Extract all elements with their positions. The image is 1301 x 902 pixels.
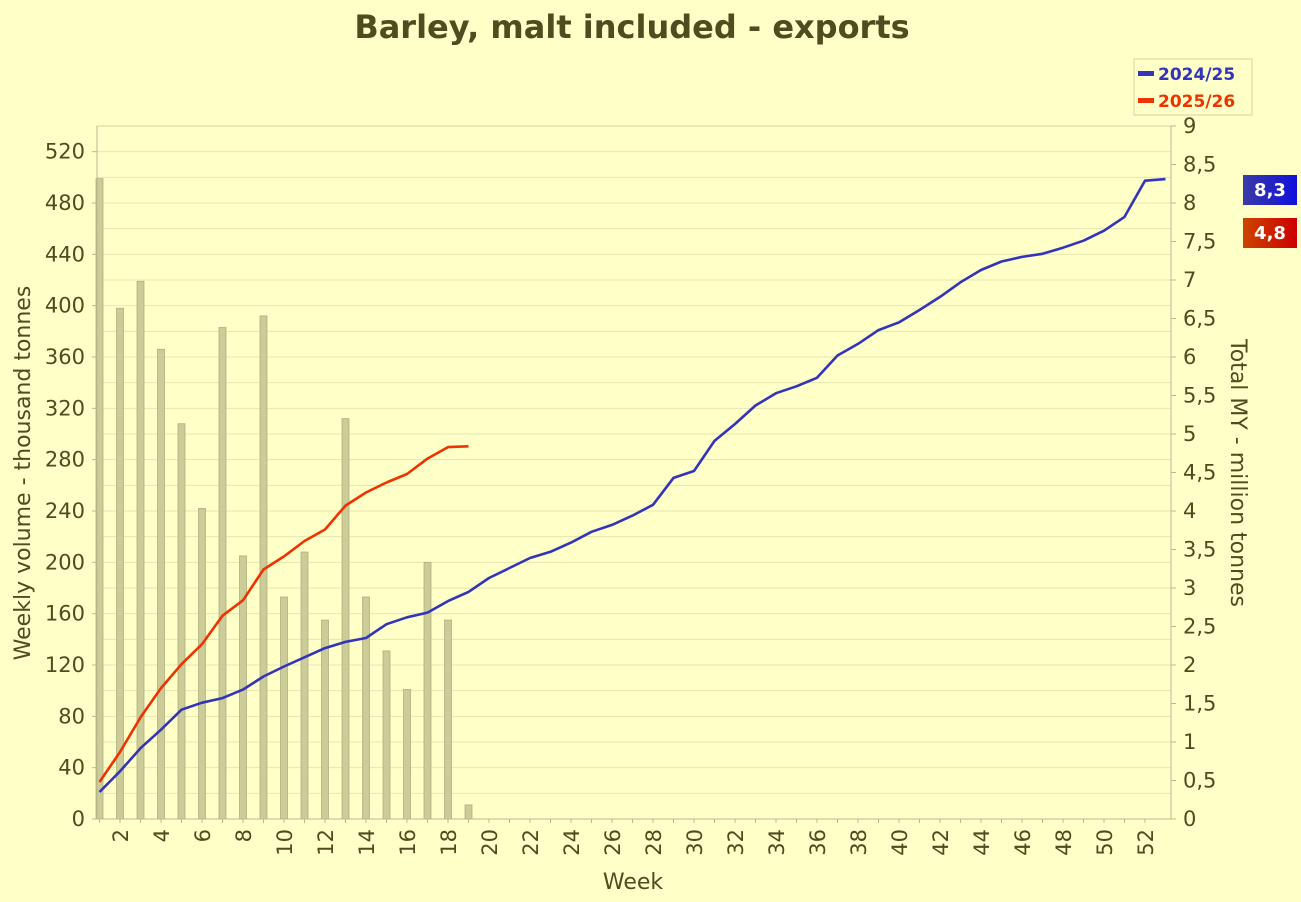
x-tick-label: 28 xyxy=(642,829,666,856)
y-right-tick-label: 9 xyxy=(1183,114,1196,138)
x-tick-label: 44 xyxy=(970,829,994,856)
y-left-tick-label: 0 xyxy=(72,807,85,831)
chart-background xyxy=(0,0,1262,902)
x-axis-label: Week xyxy=(603,870,664,895)
y-left-tick-label: 280 xyxy=(45,448,85,472)
y-right-tick-label: 1,5 xyxy=(1183,692,1216,716)
bar-week-5 xyxy=(177,423,186,820)
chart-title: Barley, malt included - exports xyxy=(354,8,909,46)
y-right-tick-label: 8 xyxy=(1183,191,1196,215)
y-right-tick-label: 4 xyxy=(1183,499,1196,523)
x-tick-label: 10 xyxy=(273,829,297,856)
legend-box xyxy=(1133,58,1253,116)
y-axis-right-label: Total MY - million tonnes xyxy=(1225,338,1250,607)
y-axis-left-label: Weekly volume - thousand tonnes xyxy=(11,286,36,661)
bar-week-4 xyxy=(157,348,165,820)
y-axis-right: 0 0,5 1 1,5 2 2,5 3 3,5 4 4,5 5 5,5 6 6,5 7 7,5 8 8,5 9 xyxy=(1170,114,1216,831)
line-series-2025-26 xyxy=(98,445,469,783)
bar-week-13 xyxy=(341,418,350,820)
end-badge-2024-25: 8,3 xyxy=(1243,175,1297,205)
x-tick-label: 8 xyxy=(232,829,256,842)
x-tick-label: 52 xyxy=(1134,829,1158,856)
bar-week-15 xyxy=(382,650,391,820)
bar-series xyxy=(95,178,473,820)
y-right-tick-label: 1 xyxy=(1183,730,1196,754)
x-tick-label: 26 xyxy=(601,829,625,856)
bar-week-3 xyxy=(136,280,145,820)
end-badge-2025-26: 4,8 xyxy=(1243,218,1297,248)
y-right-tick-label: 3 xyxy=(1183,576,1196,600)
y-left-tick-label: 520 xyxy=(45,140,85,164)
legend-swatch-2024-25 xyxy=(1138,71,1154,76)
bar-week-7 xyxy=(218,327,227,820)
legend: 2024/25 2025/26 xyxy=(1133,58,1253,116)
y-right-tick-label: 6 xyxy=(1183,345,1196,369)
y-right-tick-label: 5,5 xyxy=(1183,384,1216,408)
legend-label-2024-25: 2024/25 xyxy=(1158,65,1235,85)
x-tick-label: 30 xyxy=(683,829,707,856)
y-left-tick-label: 200 xyxy=(45,550,85,574)
x-tick-label: 14 xyxy=(355,829,379,856)
line-series-2024-25 xyxy=(98,177,1166,793)
y-left-tick-label: 440 xyxy=(45,242,85,266)
bar-week-19 xyxy=(464,804,473,820)
legend-swatch-2025-26 xyxy=(1138,98,1154,103)
x-tick-label: 32 xyxy=(724,829,748,856)
x-tick-label: 12 xyxy=(314,829,338,856)
x-tick-label: 50 xyxy=(1093,829,1117,856)
x-tick-label: 40 xyxy=(888,829,912,856)
bar-week-2 xyxy=(116,307,124,820)
bar-week-16 xyxy=(403,688,411,820)
x-tick-label: 24 xyxy=(560,829,584,856)
y-right-tick-label: 0,5 xyxy=(1183,769,1216,793)
x-tick-label: 34 xyxy=(765,829,789,856)
x-tick-label: 48 xyxy=(1052,829,1076,856)
x-tick-label: 6 xyxy=(191,829,215,842)
y-axis-left: 0 40 80 120 160 200 240 280 320 360 400 440 480 520 xyxy=(45,126,98,831)
legend-label-2025-26: 2025/26 xyxy=(1158,92,1235,112)
y-left-tick-label: 400 xyxy=(45,294,85,318)
y-right-tick-label: 6,5 xyxy=(1183,307,1216,331)
y-right-tick-label: 5 xyxy=(1183,422,1196,446)
x-tick-label: 4 xyxy=(150,829,174,842)
y-left-tick-label: 80 xyxy=(58,704,85,728)
bar-week-17 xyxy=(423,561,432,820)
y-right-tick-label: 2,5 xyxy=(1183,615,1216,639)
x-tick-label: 18 xyxy=(437,829,461,856)
gridlines xyxy=(97,125,1171,794)
y-right-tick-label: 7 xyxy=(1183,268,1196,292)
line-series xyxy=(98,177,1166,793)
y-left-tick-label: 480 xyxy=(45,191,85,215)
x-tick-label: 2 xyxy=(109,829,133,842)
y-right-tick-label: 0 xyxy=(1183,807,1196,831)
y-right-tick-label: 4,5 xyxy=(1183,461,1216,485)
bar-week-14 xyxy=(362,596,370,820)
y-left-tick-label: 40 xyxy=(58,756,85,780)
x-tick-label: 46 xyxy=(1011,829,1035,856)
x-tick-label: 36 xyxy=(806,829,830,856)
bar-week-18 xyxy=(444,619,452,820)
x-tick-label: 16 xyxy=(396,829,420,856)
y-left-tick-label: 240 xyxy=(45,499,85,523)
x-tick-label: 42 xyxy=(929,829,953,856)
y-left-tick-label: 360 xyxy=(45,345,85,369)
y-left-tick-label: 320 xyxy=(45,396,85,420)
bar-week-6 xyxy=(198,508,206,820)
y-right-tick-label: 2 xyxy=(1183,653,1196,677)
x-tick-label: 38 xyxy=(847,829,871,856)
x-tick-label: 20 xyxy=(478,829,502,856)
bar-week-10 xyxy=(280,596,288,820)
y-left-tick-label: 120 xyxy=(45,653,85,677)
y-right-tick-label: 8,5 xyxy=(1183,153,1216,177)
x-tick-label: 22 xyxy=(519,829,543,856)
y-left-tick-label: 160 xyxy=(45,602,85,626)
x-axis: 2 4 6 8 10 12 14 16 18 20 22 24 26 28 30 32 34 36 38 40 42 44… xyxy=(97,818,1171,856)
y-right-tick-label: 3,5 xyxy=(1183,538,1216,562)
y-right-tick-label: 7,5 xyxy=(1183,230,1216,254)
bar-week-11 xyxy=(300,551,309,820)
